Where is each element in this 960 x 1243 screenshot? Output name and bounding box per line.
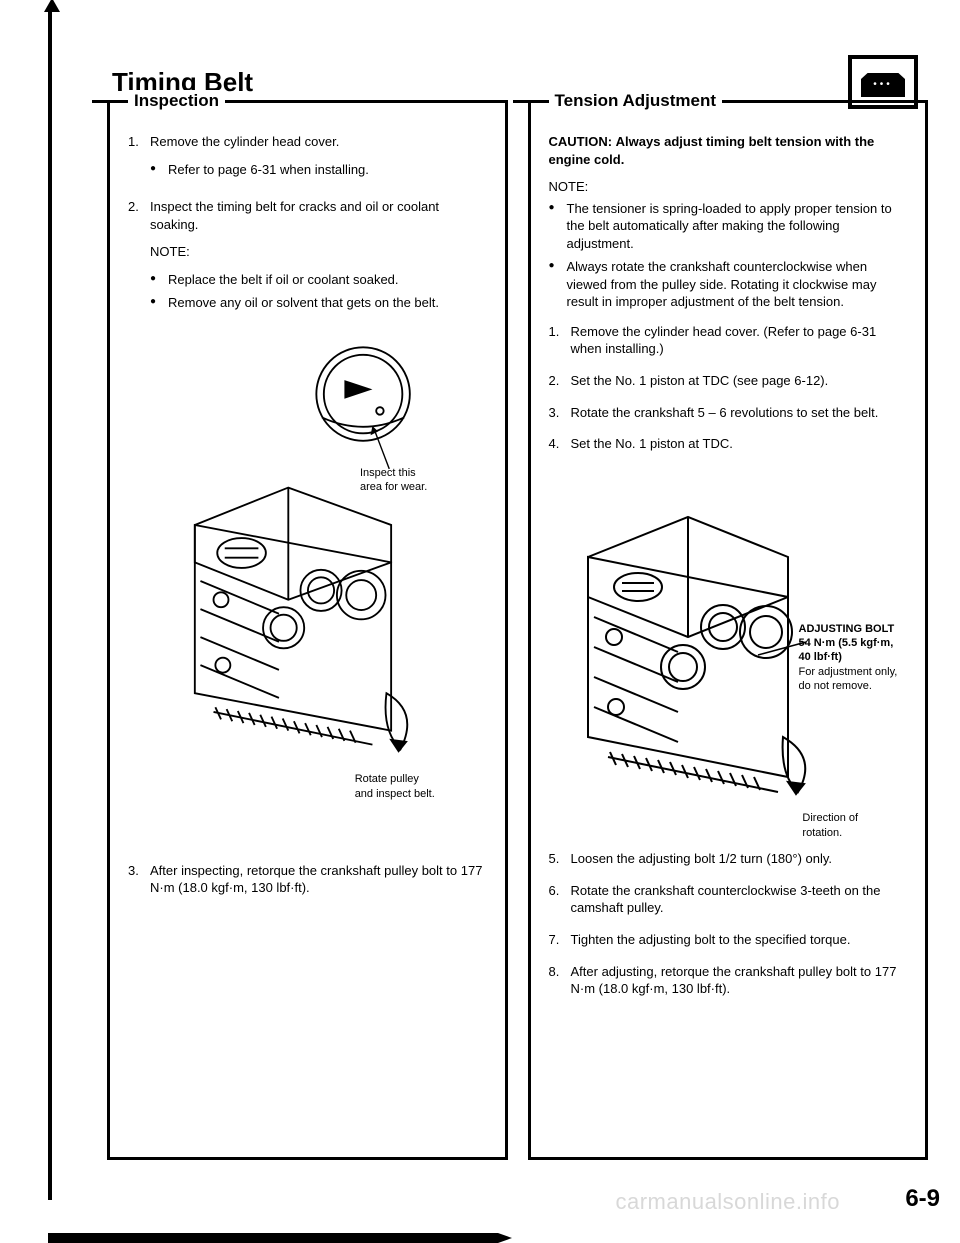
figure-caption: Rotate pulley and inspect belt.	[180, 772, 435, 802]
step-num: 3.	[128, 862, 150, 897]
inspection-steps: 1. Remove the cylinder head cover. Refer…	[128, 133, 487, 318]
caution: CAUTION: Always adjust timing belt tensi…	[549, 133, 908, 168]
step-body: Remove the cylinder head cover. Refer to…	[150, 133, 487, 184]
step: 5.Loosen the adjusting bolt 1/2 turn (18…	[549, 850, 908, 868]
figure-caption-2: Direction of rotation.	[597, 811, 858, 841]
caution-label: CAUTION:	[549, 134, 613, 149]
step-1: 1. Remove the cylinder head cover. Refer…	[128, 133, 487, 184]
page-frame: Timing Belt Inspection 1. Remove the cyl…	[48, 10, 928, 1200]
annot-note: For adjustment only, do not remove.	[799, 666, 898, 692]
bottom-bar-icon	[48, 1233, 498, 1243]
inspection-figure: Inspect this area for wear. Rotate pulle…	[128, 338, 487, 802]
step-text: Remove the cylinder head cover.	[150, 134, 339, 149]
step: 6.Rotate the crankshaft counterclockwise…	[549, 882, 908, 917]
step-text: Inspect the timing belt for cracks and o…	[150, 199, 439, 232]
step-body: After inspecting, retorque the crankshaf…	[150, 862, 487, 897]
tension-steps-cont: 5.Loosen the adjusting bolt 1/2 turn (18…	[549, 850, 908, 997]
tension-steps: 1.Remove the cylinder head cover. (Refer…	[549, 323, 908, 453]
step-2: 2. Inspect the timing belt for cracks an…	[128, 198, 487, 318]
bullet: Remove any oil or solvent that gets on t…	[150, 294, 487, 312]
note-label: NOTE:	[150, 243, 487, 261]
step2-bullets: Replace the belt if oil or coolant soake…	[150, 271, 487, 312]
adjusting-bolt-annotation: ADJUSTING BOLT 54 N·m (5.5 kgf·m, 40 lbf…	[799, 622, 898, 693]
step: 2.Set the No. 1 piston at TDC (see page …	[549, 372, 908, 390]
step1-bullets: Refer to page 6-31 when installing.	[150, 161, 487, 179]
tension-figure: ADJUSTING BOLT 54 N·m (5.5 kgf·m, 40 lbf…	[549, 467, 908, 841]
bullet: The tensioner is spring-loaded to apply …	[549, 200, 908, 253]
watermark: carmanualsonline.info	[615, 1189, 840, 1215]
tension-notes: The tensioner is spring-loaded to apply …	[549, 200, 908, 311]
columns: Inspection 1. Remove the cylinder head c…	[107, 100, 928, 1160]
bullet: Replace the belt if oil or coolant soake…	[150, 271, 487, 289]
inspection-title: Inspection	[128, 90, 225, 113]
step-body: Inspect the timing belt for cracks and o…	[150, 198, 487, 318]
step-num: 1.	[128, 133, 150, 184]
step: 4.Set the No. 1 piston at TDC.	[549, 435, 908, 453]
annot-torque: 54 N·m (5.5 kgf·m, 40 lbf·ft)	[799, 637, 894, 663]
bullet: Refer to page 6-31 when installing.	[150, 161, 487, 179]
step-num: 2.	[128, 198, 150, 318]
inspect-annotation: Inspect this area for wear.	[360, 466, 427, 495]
tension-box: Tension Adjustment CAUTION: Always adjus…	[528, 100, 929, 1160]
bullet: Always rotate the crankshaft countercloc…	[549, 258, 908, 311]
step: 8.After adjusting, retorque the cranksha…	[549, 963, 908, 998]
step-3: 3. After inspecting, retorque the cranks…	[128, 862, 487, 897]
step-text: After inspecting, retorque the crankshaf…	[150, 863, 482, 896]
engine-illustration	[147, 338, 467, 768]
step: 3.Rotate the crankshaft 5 – 6 revolution…	[549, 404, 908, 422]
annot-title: ADJUSTING BOLT	[799, 623, 895, 635]
step: 1.Remove the cylinder head cover. (Refer…	[549, 323, 908, 358]
inspection-steps-cont: 3. After inspecting, retorque the cranks…	[128, 862, 487, 897]
inspection-box: Inspection 1. Remove the cylinder head c…	[107, 100, 508, 1160]
note-label: NOTE:	[549, 178, 908, 196]
tension-title: Tension Adjustment	[549, 90, 723, 113]
page-number: 6-9	[905, 1185, 940, 1213]
step: 7.Tighten the adjusting bolt to the spec…	[549, 931, 908, 949]
